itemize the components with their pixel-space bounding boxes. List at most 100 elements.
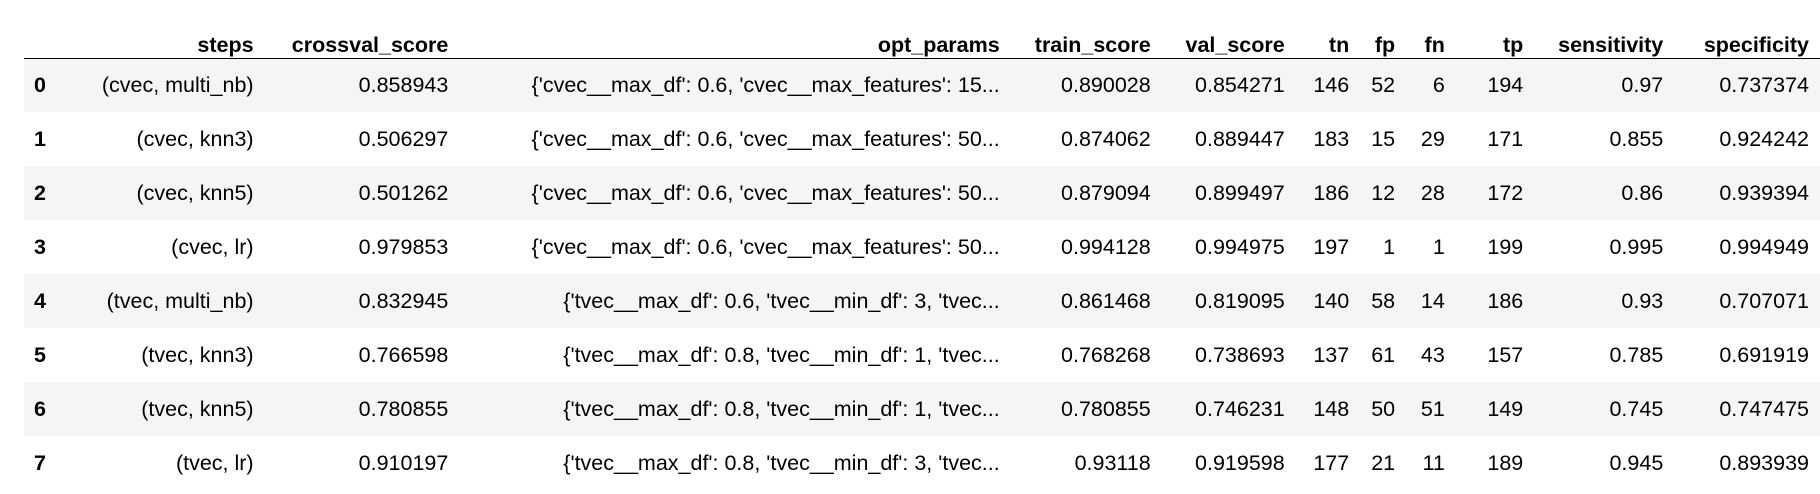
column-header-index — [24, 8, 58, 59]
val-score-cell: 0.819095 — [1195, 288, 1285, 313]
crossval-score-cell: 0.858943 — [358, 72, 449, 97]
row-index: 3 — [34, 234, 46, 259]
table-row: 7 (tvec, lr) 0.910197 {'tvec__max_df': 0.8,… — [24, 436, 1820, 490]
opt-params-cell: {'tvec__max_df': 0.8, 'tvec__min_df': 1,… — [563, 342, 1000, 367]
sensitivity-cell: 0.745 — [1609, 396, 1664, 421]
tp-cell: 199 — [1487, 234, 1524, 259]
table-row: 0 (cvec, multi_nb) 0.858943 {'cvec__max_df'… — [24, 58, 1820, 112]
train-score-cell: 0.874062 — [1061, 126, 1151, 151]
header-row: steps crossval_score opt_params train_sc… — [24, 8, 1820, 59]
specificity-cell: 0.691919 — [1719, 342, 1809, 367]
steps-cell: (cvec, multi_nb) — [101, 72, 254, 97]
crossval-score-cell: 0.832945 — [358, 288, 449, 313]
steps-cell: (tvec, multi_nb) — [106, 288, 254, 313]
table-row: 6 (tvec, knn5) 0.780855 {'tvec__max_df': 0.… — [24, 382, 1820, 436]
val-score-cell: 0.738693 — [1195, 342, 1285, 367]
opt-params-cell: {'cvec__max_df': 0.6, 'cvec__max_feature… — [531, 234, 1000, 259]
fn-cell: 51 — [1420, 396, 1445, 421]
steps-cell: (cvec, lr) — [171, 234, 254, 259]
row-index: 1 — [34, 126, 46, 151]
fn-cell: 28 — [1420, 180, 1445, 205]
opt-params-cell: {'cvec__max_df': 0.6, 'cvec__max_feature… — [531, 126, 1000, 151]
tn-cell: 197 — [1313, 234, 1350, 259]
val-score-cell: 0.746231 — [1195, 396, 1285, 421]
column-header-sensitivity: sensitivity — [1534, 8, 1675, 59]
steps-cell: (tvec, knn5) — [141, 396, 254, 421]
fn-cell: 14 — [1420, 288, 1445, 313]
tp-cell: 157 — [1487, 342, 1524, 367]
specificity-cell: 0.737374 — [1719, 72, 1809, 97]
row-index: 5 — [34, 342, 46, 367]
tn-cell: 148 — [1313, 396, 1350, 421]
steps-cell: (cvec, knn5) — [136, 180, 254, 205]
crossval-score-cell: 0.506297 — [358, 126, 449, 151]
row-index: 6 — [34, 396, 46, 421]
fp-cell: 52 — [1371, 72, 1396, 97]
specificity-cell: 0.924242 — [1719, 126, 1809, 151]
specificity-cell: 0.994949 — [1719, 234, 1809, 259]
fp-cell: 58 — [1371, 288, 1396, 313]
column-header-crossval-score: crossval_score — [264, 8, 460, 59]
column-header-specificity: specificity — [1674, 8, 1820, 59]
column-header-opt-params: opt_params — [459, 8, 1011, 59]
sensitivity-cell: 0.86 — [1621, 180, 1664, 205]
specificity-cell: 0.939394 — [1719, 180, 1809, 205]
crossval-score-cell: 0.979853 — [358, 234, 449, 259]
sensitivity-cell: 0.97 — [1621, 72, 1664, 97]
table-row: 2 (cvec, knn5) 0.501262 {'cvec__max_df': 0.… — [24, 166, 1820, 220]
tn-cell: 137 — [1313, 342, 1350, 367]
fn-cell: 1 — [1432, 234, 1445, 259]
val-score-cell: 0.994975 — [1195, 234, 1285, 259]
fp-cell: 50 — [1371, 396, 1396, 421]
sensitivity-cell: 0.945 — [1609, 450, 1664, 475]
tp-cell: 172 — [1487, 180, 1524, 205]
train-score-cell: 0.994128 — [1061, 234, 1151, 259]
results-table: steps crossval_score opt_params train_sc… — [24, 8, 1820, 490]
table-row: 1 (cvec, knn3) 0.506297 {'cvec__max_df': 0.… — [24, 112, 1820, 166]
fn-cell: 43 — [1420, 342, 1445, 367]
steps-cell: (tvec, knn3) — [141, 342, 254, 367]
row-index: 0 — [34, 72, 46, 97]
specificity-cell: 0.707071 — [1719, 288, 1809, 313]
column-header-fn: fn — [1406, 8, 1456, 59]
val-score-cell: 0.854271 — [1195, 72, 1285, 97]
train-score-cell: 0.890028 — [1061, 72, 1151, 97]
table-header: steps crossval_score opt_params train_sc… — [24, 8, 1820, 59]
tp-cell: 189 — [1487, 450, 1524, 475]
tn-cell: 146 — [1313, 72, 1350, 97]
fn-cell: 11 — [1422, 450, 1445, 475]
sensitivity-cell: 0.93 — [1621, 288, 1664, 313]
train-score-cell: 0.768268 — [1061, 342, 1151, 367]
column-header-steps: steps — [57, 8, 265, 59]
fp-cell: 21 — [1371, 450, 1396, 475]
dataframe-output: steps crossval_score opt_params train_sc… — [24, 8, 1820, 490]
fp-cell: 15 — [1371, 126, 1396, 151]
sensitivity-cell: 0.855 — [1609, 126, 1664, 151]
fp-cell: 61 — [1371, 342, 1396, 367]
table-row: 4 (tvec, multi_nb) 0.832945 {'tvec__max_df'… — [24, 274, 1820, 328]
row-index: 2 — [34, 180, 46, 205]
opt-params-cell: {'tvec__max_df': 0.6, 'tvec__min_df': 3,… — [563, 288, 1000, 313]
tp-cell: 149 — [1487, 396, 1524, 421]
train-score-cell: 0.879094 — [1061, 180, 1151, 205]
tn-cell: 140 — [1313, 288, 1350, 313]
val-score-cell: 0.899497 — [1195, 180, 1285, 205]
opt-params-cell: {'tvec__max_df': 0.8, 'tvec__min_df': 1,… — [563, 396, 1000, 421]
sensitivity-cell: 0.785 — [1609, 342, 1664, 367]
opt-params-cell: {'cvec__max_df': 0.6, 'cvec__max_feature… — [531, 180, 1000, 205]
column-header-train-score: train_score — [1010, 8, 1162, 59]
crossval-score-cell: 0.780855 — [358, 396, 449, 421]
row-index: 7 — [34, 450, 46, 475]
steps-cell: (tvec, lr) — [175, 450, 254, 475]
crossval-score-cell: 0.910197 — [358, 450, 449, 475]
crossval-score-cell: 0.766598 — [358, 342, 449, 367]
tp-cell: 194 — [1487, 72, 1524, 97]
specificity-cell: 0.893939 — [1719, 450, 1809, 475]
opt-params-cell: {'cvec__max_df': 0.6, 'cvec__max_feature… — [531, 72, 1000, 97]
tn-cell: 183 — [1313, 126, 1350, 151]
tn-cell: 177 — [1313, 450, 1350, 475]
fn-cell: 29 — [1420, 126, 1445, 151]
sensitivity-cell: 0.995 — [1609, 234, 1664, 259]
steps-cell: (cvec, knn3) — [136, 126, 254, 151]
tn-cell: 186 — [1313, 180, 1350, 205]
